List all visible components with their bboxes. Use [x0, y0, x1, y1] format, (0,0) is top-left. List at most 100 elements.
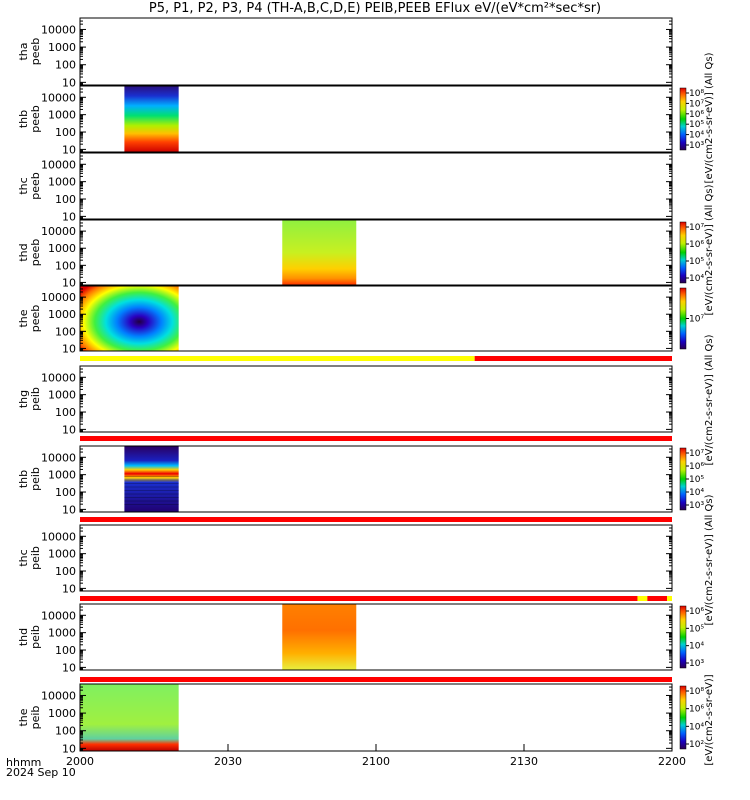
panel-label-product: peeb: [29, 239, 42, 267]
spectrogram-noise: [124, 490, 179, 491]
panel-label-product: peeb: [29, 105, 42, 133]
colorbar-tick-label: 10⁸: [689, 89, 704, 99]
chart-title-text: P5, P1, P2, P3, P4 (TH-A,B,C,D,E) PEIB,P…: [148, 1, 602, 16]
spectrogram-noise: [124, 493, 179, 495]
x-tick-label: 2100: [362, 755, 390, 768]
flag-segment: [80, 356, 475, 361]
spectrogram-data: [124, 446, 179, 512]
panel-label-probe: thg: [17, 390, 30, 408]
panel-frame: [79, 365, 673, 433]
colorbar: [679, 605, 687, 669]
panel-frame: [79, 152, 673, 220]
y-tick-label: 10: [62, 742, 76, 755]
colorbar: [679, 685, 687, 750]
spectrogram-noise: [124, 500, 179, 502]
panel-label-probe: the: [17, 309, 30, 327]
panel-label-product: peib: [29, 467, 42, 491]
y-tick-label: 1000: [48, 308, 76, 321]
colorbar-unit-label: [eV/(cm2-s-sr-eV)] (All Qs): [704, 494, 715, 625]
panel-label-probe: thb: [17, 110, 30, 128]
panel-label-probe: the: [17, 708, 30, 726]
y-tick-label: 10: [62, 342, 76, 355]
y-tick-label: 100: [55, 193, 76, 206]
colorbar-tick-label: 10²: [689, 740, 704, 750]
y-tick-label: 100: [55, 486, 76, 499]
y-tick-label: 10: [62, 210, 76, 223]
flag-segment: [80, 677, 672, 682]
colorbar: [679, 221, 687, 284]
colorbar-unit-label: [eV/(cm2-s-sr-eV)]: [704, 674, 715, 765]
panel-label: thcpeeb: [17, 172, 42, 200]
y-tick-label: 1000: [48, 41, 76, 54]
x-tick-label: 2130: [510, 755, 538, 768]
panel-frame: [79, 219, 673, 286]
colorbar-tick-label: 10⁴: [689, 274, 704, 284]
y-tick-label: 10: [62, 503, 76, 516]
panel-thb-peib: 10 100 1000 10000 thbpeib 10⁷ 10⁶ 10⁵ 10⁴ 10³: [17, 445, 704, 516]
quality-flag-bar: [80, 356, 672, 361]
y-tick-label: 10000: [41, 451, 76, 464]
colorbar-tick-label: 10³: [689, 141, 704, 151]
y-tick-label: 10: [62, 582, 76, 595]
panel-label-product: peib: [29, 625, 42, 649]
spectrogram-noise: [124, 476, 179, 477]
y-tick-label: 10: [62, 76, 76, 89]
y-tick-label: 100: [55, 644, 76, 657]
spectrogram-noise: [124, 479, 179, 481]
panel-label: thdpeeb: [17, 239, 42, 267]
colorbar-tick-label: 10⁵: [689, 257, 704, 267]
y-tick-label: 1000: [48, 109, 76, 122]
y-tick-label: 10000: [41, 225, 76, 238]
y-tick-label: 10: [62, 276, 76, 289]
spectrogram-noise: [124, 497, 179, 498]
panel-thc-peib: 10 100 1000 10000 thcpeib: [17, 524, 673, 595]
spectrogram-data: [124, 86, 179, 152]
panel-label: thgpeib: [17, 387, 42, 411]
panel-tha-peeb: 10 100 1000 10000 thapeeb: [17, 17, 673, 89]
colorbar: [679, 287, 687, 350]
colorbar-tick-label: 10⁶: [689, 462, 704, 472]
panel-label: thcpeib: [17, 546, 42, 570]
y-tick-label: 10000: [41, 91, 76, 104]
colorbar-tick-label: 10⁴: [689, 642, 704, 652]
y-tick-label: 10000: [41, 158, 76, 171]
colorbar-tick-label: 10³: [689, 659, 704, 669]
colorbar-tick-label: 10⁴: [689, 488, 704, 498]
y-tick-label: 100: [55, 126, 76, 139]
colorbar-tick-label: 10⁶: [689, 240, 704, 250]
colorbar-tick-label: 10³: [689, 501, 704, 511]
y-tick-label: 10000: [41, 609, 76, 622]
y-tick-label: 10: [62, 423, 76, 436]
flag-segment: [647, 596, 668, 601]
panel-thg-peib: 10 100 1000 10000 thgpeib: [17, 365, 673, 436]
spectrogram-data: [80, 684, 179, 751]
footer-time-label: hhmm: [6, 756, 42, 769]
y-tick-label: 10000: [41, 291, 76, 304]
colorbar-tick-label: 10⁶: [689, 607, 704, 617]
y-tick-label: 1000: [48, 469, 76, 482]
panel-frame: [79, 603, 673, 671]
y-tick-label: 10: [62, 661, 76, 674]
spectrogram-data: [282, 604, 357, 670]
colorbar-unit-label: [eV/(cm2-s-sr-eV)] (All Qs): [704, 334, 715, 465]
colorbar-unit-label: [eV/(cm2-s-sr-eV)] (All Qs): [704, 52, 715, 183]
colorbar-tick-label: 10⁷: [689, 223, 704, 233]
panel-label: thepeeb: [17, 305, 42, 333]
panel-label: thepeib: [17, 706, 42, 730]
colorbar-tick-label: 10⁵: [689, 475, 704, 485]
colorbar-tick-label: 10⁴: [689, 131, 704, 141]
quality-flag-bar: [80, 677, 672, 682]
y-tick-label: 10000: [41, 689, 76, 702]
quality-flag-bar: [80, 517, 672, 522]
panel-label: thbpeib: [17, 467, 42, 491]
spectrogram-data: [282, 220, 357, 285]
colorbar-unit-label: [eV/(cm2-s-sr-eV)] (All Qs): [704, 184, 715, 315]
x-tick-label: 2030: [214, 755, 242, 768]
y-tick-label: 100: [55, 325, 76, 338]
panel-label-probe: thc: [17, 549, 30, 566]
colorbar-tick-label: 10⁵: [689, 624, 704, 634]
panel-label-product: peib: [29, 706, 42, 730]
y-tick-label: 1000: [48, 548, 76, 561]
